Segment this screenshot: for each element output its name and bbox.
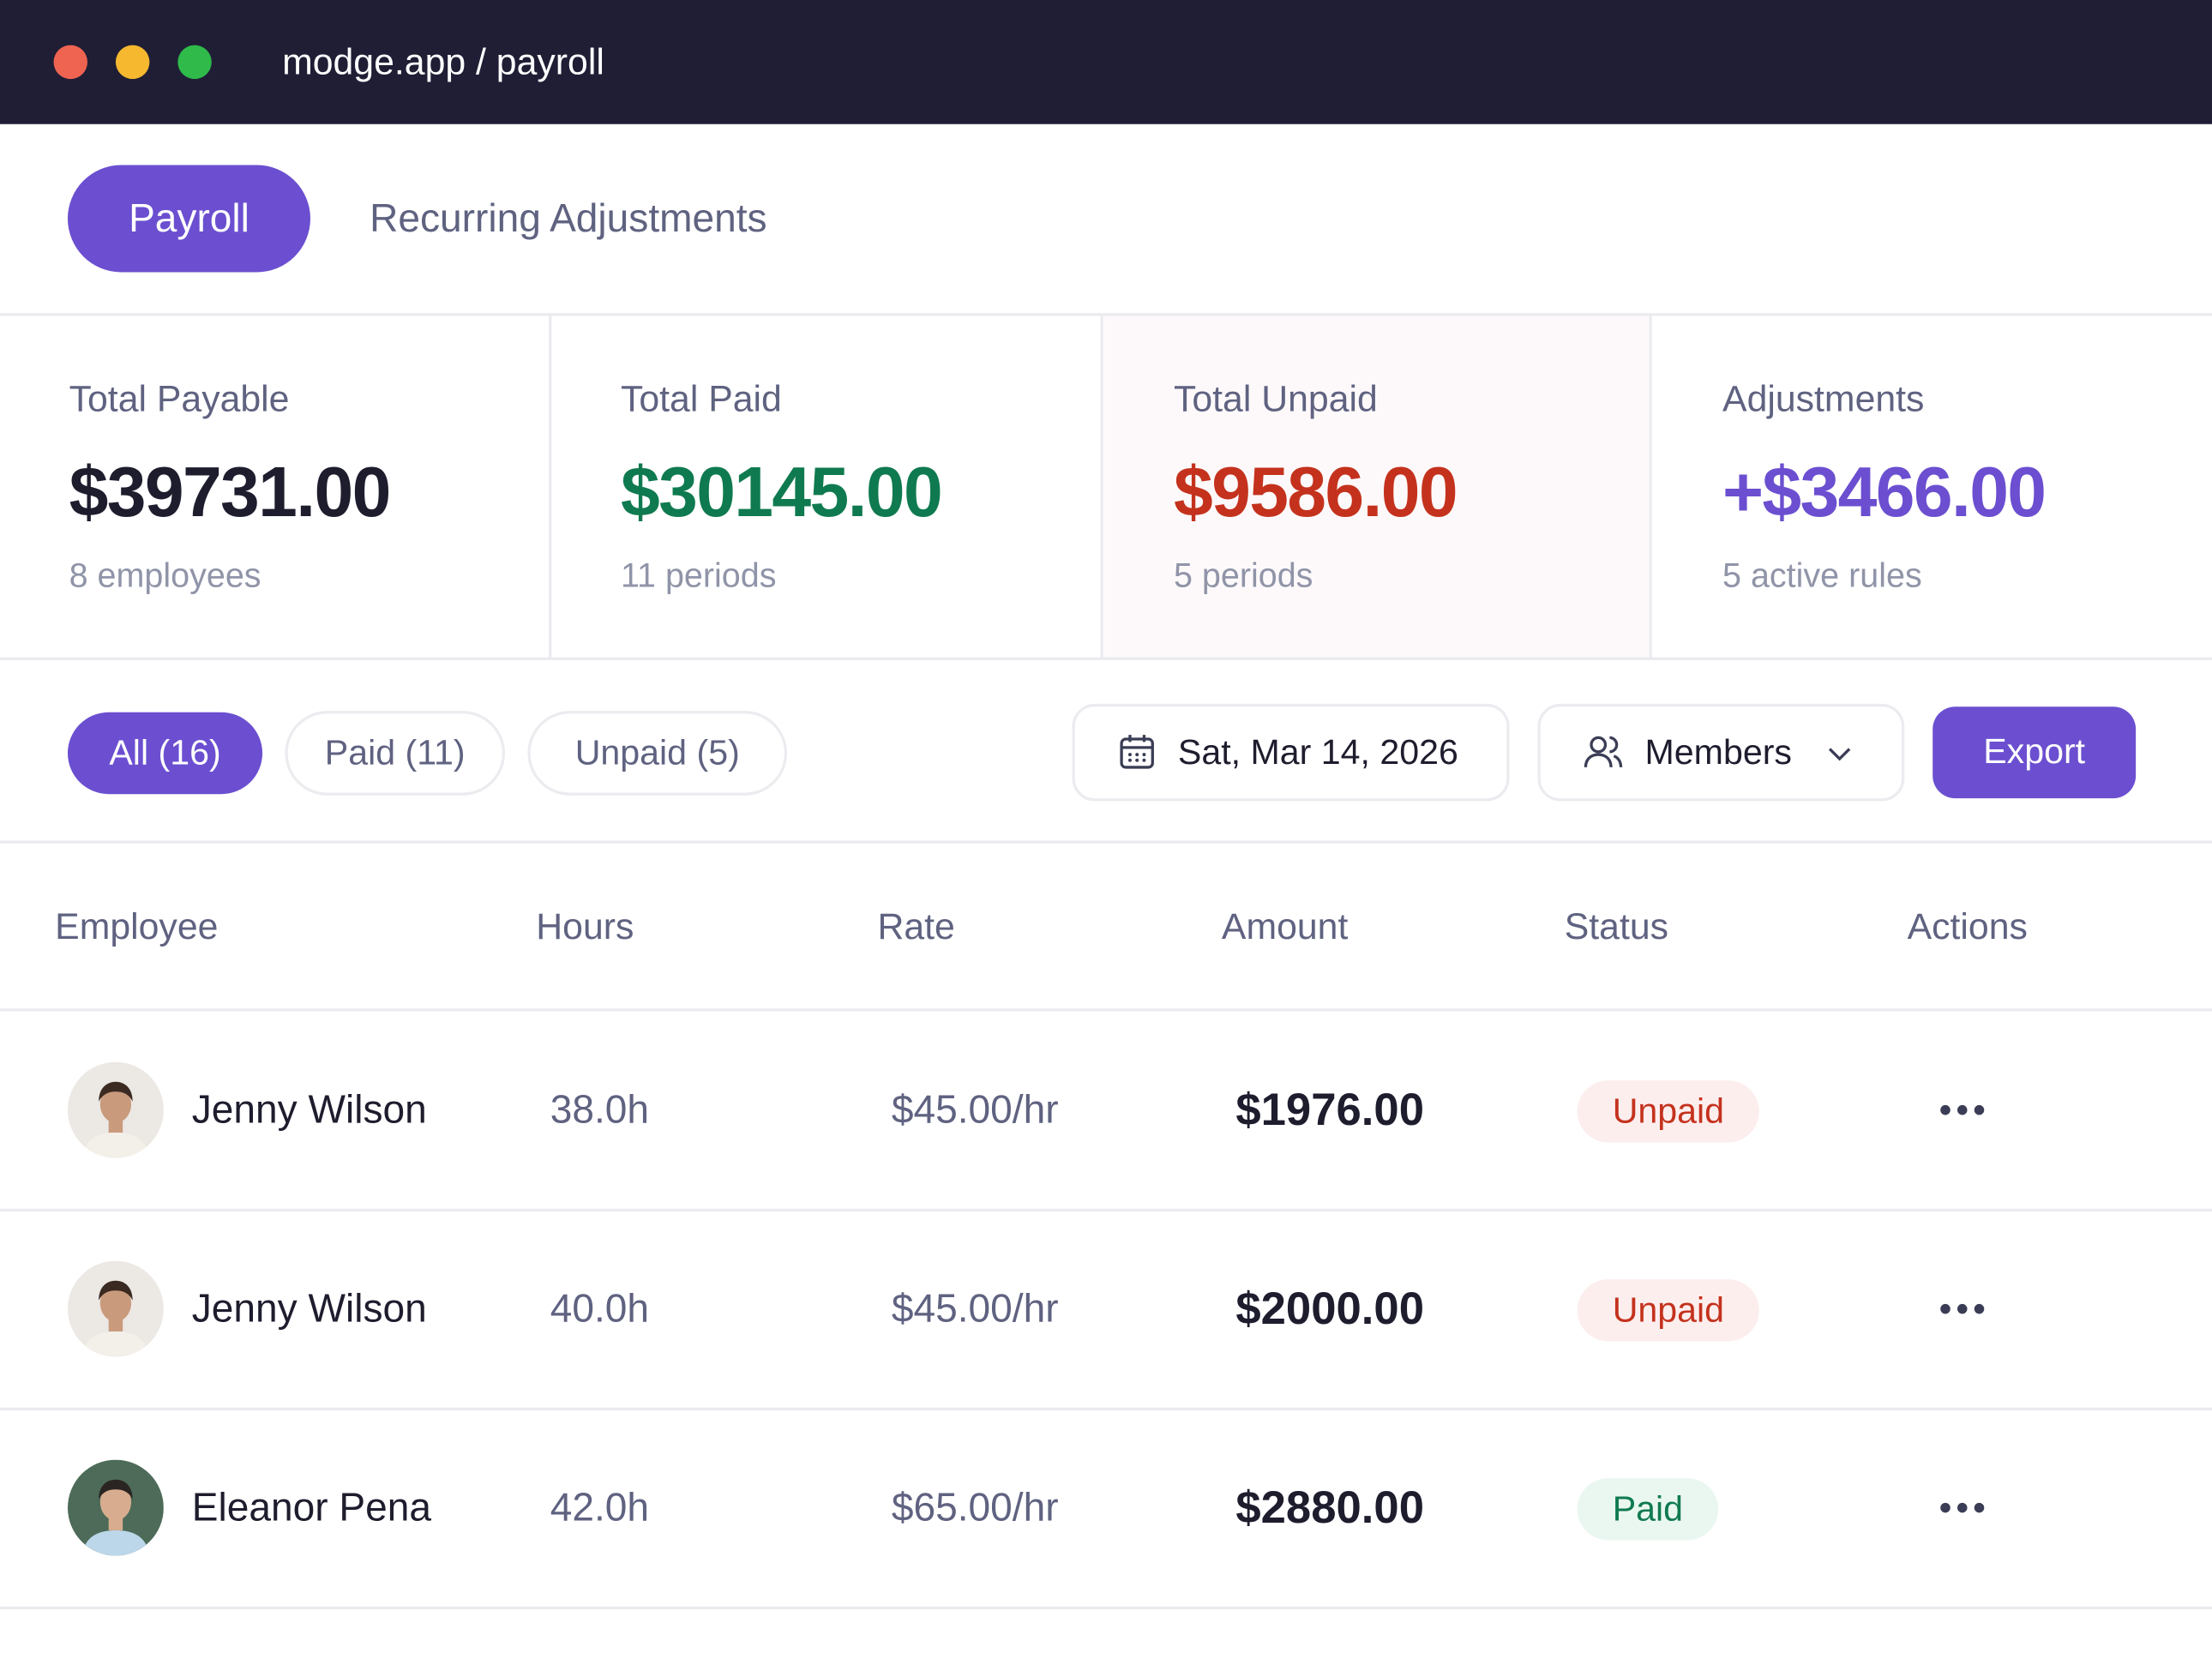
filter[interactable]: Paid (11) — [285, 711, 506, 796]
actions-menu[interactable] — [1939, 1103, 1987, 1116]
stat-label: Total Payable — [69, 377, 290, 420]
tab-active[interactable]: Payroll — [67, 165, 310, 273]
column-header: Rate — [877, 905, 955, 947]
stat-label: Adjustments — [1722, 377, 1925, 420]
tab[interactable]: Recurring Adjustments — [370, 195, 767, 240]
stat-note: 11 periods — [620, 556, 777, 596]
divider — [549, 316, 552, 659]
hours: 38.0h — [550, 1087, 650, 1132]
divider — [0, 657, 2212, 660]
divider — [1649, 316, 1652, 659]
amount: $1976.00 — [1235, 1084, 1424, 1135]
hours: 42.0h — [550, 1485, 650, 1530]
rate: $65.00/hr — [891, 1485, 1059, 1530]
members-icon — [1584, 736, 1623, 768]
divider — [1100, 316, 1103, 659]
status-badge: Unpaid — [1577, 1279, 1760, 1342]
hours: 40.0h — [550, 1286, 650, 1331]
divider — [0, 840, 2212, 844]
filter-active[interactable]: All (16) — [67, 712, 263, 795]
stat-note: 8 employees — [69, 556, 261, 596]
column-header: Amount — [1221, 905, 1349, 947]
actions-menu[interactable] — [1939, 1500, 1987, 1514]
date-label: Sat, Mar 14, 2026 — [1177, 732, 1458, 772]
rate: $45.00/hr — [891, 1286, 1059, 1331]
avatar — [67, 1260, 164, 1357]
column-header: Hours — [536, 905, 634, 947]
column-header: Actions — [1907, 905, 2028, 947]
filter[interactable]: Unpaid (5) — [527, 711, 788, 796]
column-header: Status — [1564, 905, 1669, 947]
stat-label: Total Unpaid — [1173, 377, 1378, 420]
minimize-dot[interactable] — [115, 45, 150, 80]
amount: $2000.00 — [1235, 1283, 1424, 1334]
divider — [0, 1008, 2212, 1012]
status-badge: Unpaid — [1577, 1080, 1760, 1143]
calendar-icon — [1120, 735, 1154, 769]
divider — [0, 1407, 2212, 1411]
title-bar — [0, 0, 2212, 124]
divider — [0, 1606, 2212, 1610]
stat-value: $9586.00 — [1173, 453, 1458, 532]
url: modge.app / payroll — [282, 39, 604, 83]
employee-name: Jenny Wilson — [191, 1286, 427, 1331]
stat-note: 5 active rules — [1722, 556, 1922, 596]
stat-value: $30145.00 — [620, 453, 943, 532]
status-badge: Paid — [1577, 1478, 1719, 1541]
members-dropdown[interactable] — [1537, 703, 1905, 802]
rate: $45.00/hr — [891, 1087, 1059, 1132]
export-button[interactable]: Export — [1932, 706, 2137, 799]
maximize-dot[interactable] — [177, 45, 212, 80]
members-label: Members — [1644, 732, 1792, 772]
date-picker[interactable] — [1072, 703, 1510, 802]
divider — [0, 313, 2212, 316]
chevron-icon — [1828, 748, 1851, 761]
employee-name: Eleanor Pena — [191, 1485, 431, 1530]
actions-menu[interactable] — [1939, 1301, 1987, 1315]
divider — [0, 1208, 2212, 1212]
stat-note: 5 periods — [1173, 556, 1313, 596]
stat-label: Total Paid — [620, 377, 782, 420]
amount: $2880.00 — [1235, 1482, 1424, 1533]
employee-name: Jenny Wilson — [191, 1087, 427, 1132]
avatar — [67, 1061, 164, 1158]
close-dot[interactable] — [53, 45, 88, 80]
stat-value: +$3466.00 — [1722, 453, 2047, 532]
column-header: Employee — [55, 905, 219, 947]
avatar — [67, 1459, 164, 1556]
stat-value: $39731.00 — [69, 453, 392, 532]
stat-highlight — [1103, 316, 1651, 659]
